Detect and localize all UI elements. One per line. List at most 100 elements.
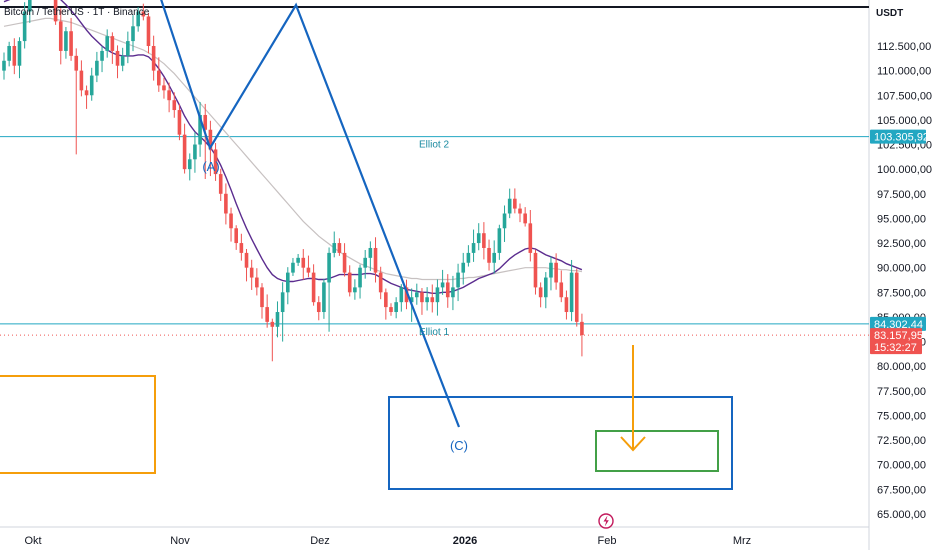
candle-body[interactable] (445, 282, 450, 298)
last-price-tag[interactable] (870, 328, 922, 355)
candle-body[interactable] (518, 208, 522, 214)
candle-body[interactable] (482, 233, 486, 248)
candle-body[interactable] (580, 321, 584, 336)
candle-body[interactable] (533, 252, 538, 288)
candle-body[interactable] (544, 277, 548, 298)
candle-body[interactable] (435, 287, 440, 303)
candle-body[interactable] (17, 41, 22, 66)
price-axis[interactable] (869, 0, 932, 527)
lightning-icon[interactable] (598, 513, 614, 529)
candle-body[interactable] (286, 272, 290, 293)
candle-body[interactable] (440, 282, 445, 288)
candle-body[interactable] (208, 129, 213, 150)
candle-body[interactable] (218, 174, 223, 194)
candle-body[interactable] (239, 243, 244, 253)
candle-body[interactable] (275, 312, 280, 327)
candle-body[interactable] (368, 247, 373, 258)
candle-body[interactable] (363, 257, 367, 268)
candle-body[interactable] (141, 11, 146, 17)
candle-body[interactable] (131, 26, 135, 42)
candle-body[interactable] (409, 297, 414, 303)
candle-body[interactable] (415, 292, 419, 298)
candle-body[interactable] (198, 114, 202, 145)
candle-body[interactable] (384, 292, 388, 308)
candle-body[interactable] (430, 297, 435, 303)
blue-target-box[interactable] (388, 396, 733, 490)
candle-body[interactable] (425, 297, 429, 303)
candle-body[interactable] (513, 198, 517, 209)
candle-body[interactable] (461, 262, 466, 273)
candle-body[interactable] (559, 282, 564, 298)
candle-body[interactable] (193, 144, 197, 160)
candle-body[interactable] (58, 21, 63, 51)
price-tag[interactable] (870, 316, 926, 331)
candle-body[interactable] (22, 11, 27, 42)
candle-body[interactable] (497, 228, 502, 253)
candle-body[interactable] (347, 272, 352, 293)
candle-body[interactable] (89, 75, 94, 96)
candle-body[interactable] (538, 287, 543, 298)
candle-body[interactable] (301, 257, 306, 268)
plot-area[interactable] (0, 0, 869, 527)
candle-body[interactable] (523, 213, 527, 224)
candle-body[interactable] (574, 272, 579, 322)
candle-body[interactable] (2, 60, 6, 71)
candle-body[interactable] (157, 70, 161, 86)
candle-body[interactable] (507, 198, 512, 214)
price-tag[interactable] (870, 129, 926, 144)
candle-body[interactable] (126, 41, 130, 56)
candle-body[interactable] (110, 36, 115, 51)
candle-body[interactable] (177, 110, 182, 135)
candle-body[interactable] (327, 252, 331, 283)
candle-body[interactable] (255, 277, 259, 288)
candle-body[interactable] (136, 11, 140, 27)
candle-body[interactable] (64, 31, 68, 51)
candle-body[interactable] (69, 31, 73, 56)
candle-body[interactable] (554, 262, 558, 283)
candle-body[interactable] (260, 287, 264, 308)
candle-body[interactable] (456, 272, 460, 288)
candle-body[interactable] (337, 243, 342, 253)
candle-body[interactable] (492, 252, 496, 263)
candle-body[interactable] (569, 272, 574, 313)
candle-body[interactable] (224, 193, 228, 214)
candle-body[interactable] (265, 307, 269, 322)
candle-body[interactable] (487, 247, 491, 263)
candle-body[interactable] (280, 292, 285, 313)
candle-body[interactable] (234, 228, 238, 244)
candle-body[interactable] (244, 252, 249, 268)
candle-body[interactable] (316, 302, 321, 313)
elliott-wave-line[interactable] (158, 0, 461, 428)
candle-body[interactable] (120, 55, 125, 66)
candle-body[interactable] (28, 0, 32, 12)
candle-body[interactable] (549, 262, 553, 278)
candle-body[interactable] (404, 287, 409, 303)
candle-body[interactable] (100, 50, 104, 61)
candle-body[interactable] (564, 297, 569, 313)
candle-body[interactable] (373, 247, 378, 273)
candle-body[interactable] (394, 302, 398, 313)
candle-body[interactable] (229, 213, 233, 229)
candle-body[interactable] (358, 267, 362, 288)
candle-body[interactable] (146, 16, 151, 46)
candle-body[interactable] (311, 272, 316, 303)
candle-body[interactable] (95, 60, 99, 76)
candle-body[interactable] (270, 321, 275, 327)
candle-body[interactable] (342, 252, 347, 273)
fast-moving-average-line[interactable] (3, 0, 583, 294)
candle-body[interactable] (451, 287, 455, 298)
candle-body[interactable] (167, 90, 171, 101)
candle-body[interactable] (296, 257, 300, 263)
candle-body[interactable] (378, 272, 383, 293)
candle-body[interactable] (151, 46, 156, 71)
candle-body[interactable] (466, 252, 471, 263)
candle-body[interactable] (476, 233, 481, 244)
candle-body[interactable] (105, 36, 109, 51)
candle-body[interactable] (203, 114, 208, 130)
candle-body[interactable] (471, 243, 476, 253)
candle-body[interactable] (172, 100, 177, 111)
candle-body[interactable] (399, 287, 404, 303)
candle-body[interactable] (420, 292, 424, 303)
candle-body[interactable] (332, 243, 337, 253)
